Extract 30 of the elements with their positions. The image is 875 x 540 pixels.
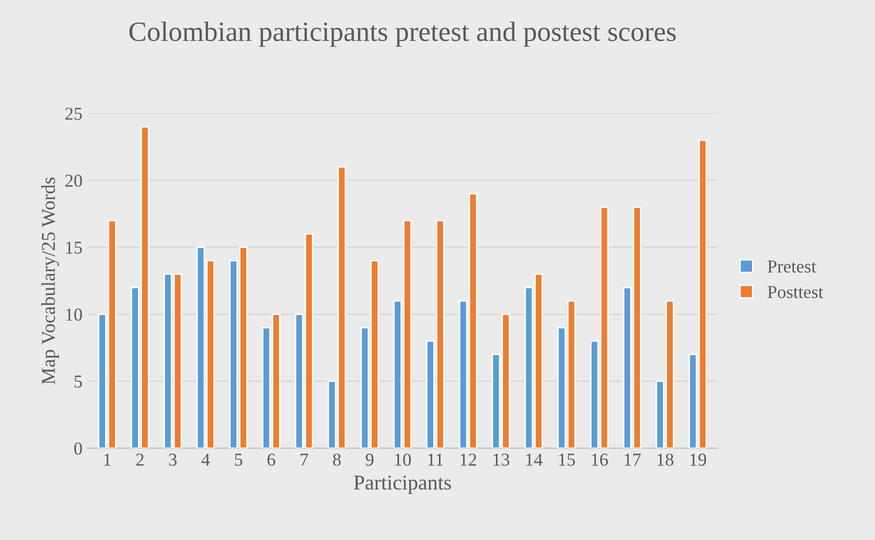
y-axis-title: Map Vocabulary/25 Words <box>41 178 60 384</box>
x-tick-label: 2 <box>136 454 144 466</box>
x-tick-label: 14 <box>526 454 542 466</box>
x-tick-label: 15 <box>559 454 575 466</box>
x-tick-label: 8 <box>333 454 341 466</box>
chart-title: Colombian participants pretest and postest scores <box>129 22 676 47</box>
x-tick-label: 16 <box>592 454 608 466</box>
x-tick-label: 6 <box>268 454 276 466</box>
y-tick-label: 10 <box>66 308 82 321</box>
x-tick-label: 7 <box>300 454 308 466</box>
x-tick-label: 17 <box>624 454 641 466</box>
legend-label: Pretest <box>768 260 816 273</box>
x-tick-label: 9 <box>366 454 374 466</box>
x-tick-label: 5 <box>234 454 242 466</box>
y-tick-label: 20 <box>65 174 82 187</box>
y-tick-label: 0 <box>74 442 82 455</box>
x-tick-label: 1 <box>104 454 111 466</box>
x-tick-label: 13 <box>494 454 510 466</box>
y-tick-label: 15 <box>66 242 82 254</box>
x-tick-label: 10 <box>395 454 411 466</box>
x-tick-label: 18 <box>658 454 674 466</box>
x-tick-label: 19 <box>690 454 706 466</box>
x-tick-label: 11 <box>428 454 443 466</box>
x-tick-label: 12 <box>460 454 476 466</box>
legend-label: Posttest <box>768 286 824 298</box>
x-axis-title: Participants <box>354 476 451 494</box>
x-tick-label: 3 <box>169 454 177 466</box>
y-tick-label: 5 <box>74 376 82 388</box>
y-tick-label: 25 <box>65 108 82 120</box>
x-tick-label: 4 <box>201 454 210 466</box>
